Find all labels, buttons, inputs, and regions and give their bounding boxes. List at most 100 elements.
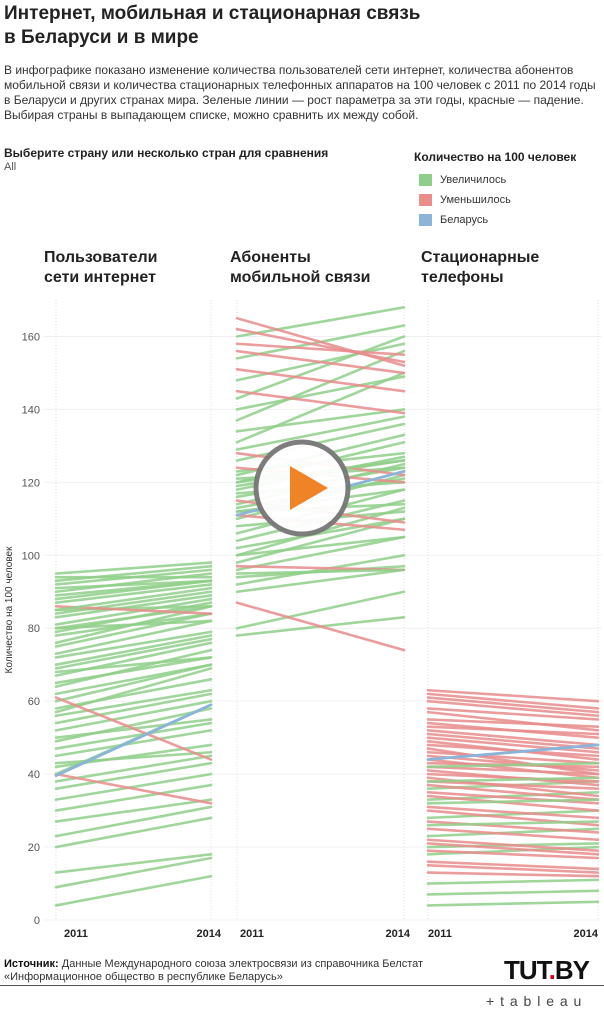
country-line[interactable]	[235, 375, 406, 411]
country-line[interactable]	[54, 656, 213, 674]
country-line[interactable]	[54, 750, 213, 765]
country-line[interactable]	[235, 517, 406, 550]
country-line[interactable]	[54, 663, 213, 696]
country-line[interactable]	[54, 699, 213, 732]
country-line[interactable]	[426, 765, 600, 776]
legend-item-increase[interactable]: Увеличилось	[414, 170, 602, 190]
country-line[interactable]	[426, 798, 600, 805]
country-line[interactable]	[54, 586, 213, 612]
country-line[interactable]	[54, 783, 213, 812]
country-line[interactable]	[426, 729, 600, 747]
country-line[interactable]	[54, 816, 213, 849]
country-line[interactable]	[426, 761, 600, 769]
country-line[interactable]	[54, 630, 213, 659]
country-line[interactable]	[54, 754, 213, 783]
country-line[interactable]	[54, 772, 213, 805]
country-line[interactable]	[54, 856, 213, 889]
legend-item-belarus[interactable]: Беларусь	[414, 210, 602, 230]
country-line[interactable]	[54, 619, 213, 656]
country-line[interactable]	[426, 699, 600, 718]
country-line[interactable]	[54, 688, 213, 718]
country-line[interactable]	[426, 809, 600, 820]
country-line[interactable]	[54, 656, 213, 685]
country-line[interactable]	[235, 305, 406, 338]
country-line[interactable]	[426, 860, 600, 871]
country-line[interactable]	[235, 568, 406, 575]
country-line[interactable]	[235, 553, 406, 586]
country-line[interactable]	[54, 721, 213, 750]
belarus-line[interactable]	[426, 743, 600, 761]
country-line[interactable]	[235, 367, 406, 393]
country-line[interactable]	[235, 408, 406, 433]
country-line[interactable]	[235, 335, 406, 400]
country-line[interactable]	[235, 316, 406, 367]
country-line[interactable]	[54, 583, 213, 605]
country-line[interactable]	[426, 820, 600, 827]
country-line[interactable]	[54, 772, 213, 801]
country-line[interactable]	[235, 371, 406, 444]
country-line[interactable]	[426, 838, 600, 853]
tutby-logo[interactable]: TUT.BY	[504, 955, 590, 986]
country-line[interactable]	[426, 878, 600, 885]
country-line[interactable]	[235, 535, 406, 572]
country-line[interactable]	[426, 696, 600, 714]
country-line[interactable]	[426, 805, 600, 820]
country-line[interactable]	[54, 561, 213, 575]
country-line[interactable]	[426, 842, 600, 856]
country-line[interactable]	[426, 718, 600, 729]
country-line[interactable]	[426, 871, 600, 878]
country-line[interactable]	[235, 349, 406, 375]
country-line[interactable]	[54, 597, 213, 626]
country-line[interactable]	[54, 729, 213, 758]
country-line[interactable]	[426, 889, 600, 896]
country-line[interactable]	[54, 605, 213, 630]
country-line[interactable]	[235, 349, 406, 422]
country-line[interactable]	[426, 827, 600, 842]
country-line[interactable]	[426, 758, 600, 780]
country-line[interactable]	[426, 794, 600, 812]
country-line[interactable]	[54, 853, 213, 874]
tableau-logo[interactable]: + t a b l e a u	[486, 993, 582, 1009]
country-line[interactable]	[54, 634, 213, 667]
country-line[interactable]	[426, 776, 600, 783]
country-line[interactable]	[235, 601, 406, 652]
country-line[interactable]	[54, 677, 213, 710]
legend-item-decrease[interactable]: Уменьшилось	[414, 190, 602, 210]
belarus-line[interactable]	[54, 703, 213, 777]
country-line[interactable]	[426, 747, 600, 776]
country-line[interactable]	[426, 710, 600, 732]
country-line[interactable]	[426, 739, 600, 761]
country-line[interactable]	[54, 637, 213, 670]
country-line[interactable]	[54, 579, 213, 597]
country-line[interactable]	[54, 594, 213, 619]
country-line[interactable]	[54, 619, 213, 630]
country-line[interactable]	[426, 707, 600, 721]
country-line[interactable]	[426, 721, 600, 739]
country-line[interactable]	[426, 783, 600, 801]
country-line[interactable]	[426, 769, 600, 787]
country-line[interactable]	[235, 590, 406, 630]
country-line[interactable]	[54, 874, 213, 907]
country-line[interactable]	[54, 692, 213, 725]
country-line[interactable]	[54, 605, 213, 612]
country-line[interactable]	[426, 900, 600, 907]
country-line[interactable]	[54, 696, 213, 761]
country-line[interactable]	[54, 612, 213, 648]
country-line[interactable]	[54, 648, 213, 688]
country-line[interactable]	[426, 736, 600, 754]
country-line[interactable]	[426, 849, 600, 860]
country-line[interactable]	[235, 535, 406, 557]
country-line[interactable]	[235, 342, 406, 357]
country-line[interactable]	[235, 568, 406, 594]
country-line[interactable]	[426, 863, 600, 874]
country-line[interactable]	[426, 692, 600, 710]
country-line[interactable]	[54, 805, 213, 838]
country-line[interactable]	[235, 415, 406, 451]
country-filter-dropdown[interactable]: All	[4, 161, 17, 173]
play-button[interactable]	[252, 438, 352, 538]
country-line[interactable]	[54, 798, 213, 823]
country-line[interactable]	[426, 688, 600, 703]
country-line[interactable]	[54, 761, 213, 791]
country-line[interactable]	[235, 389, 406, 415]
country-line[interactable]	[426, 780, 600, 791]
